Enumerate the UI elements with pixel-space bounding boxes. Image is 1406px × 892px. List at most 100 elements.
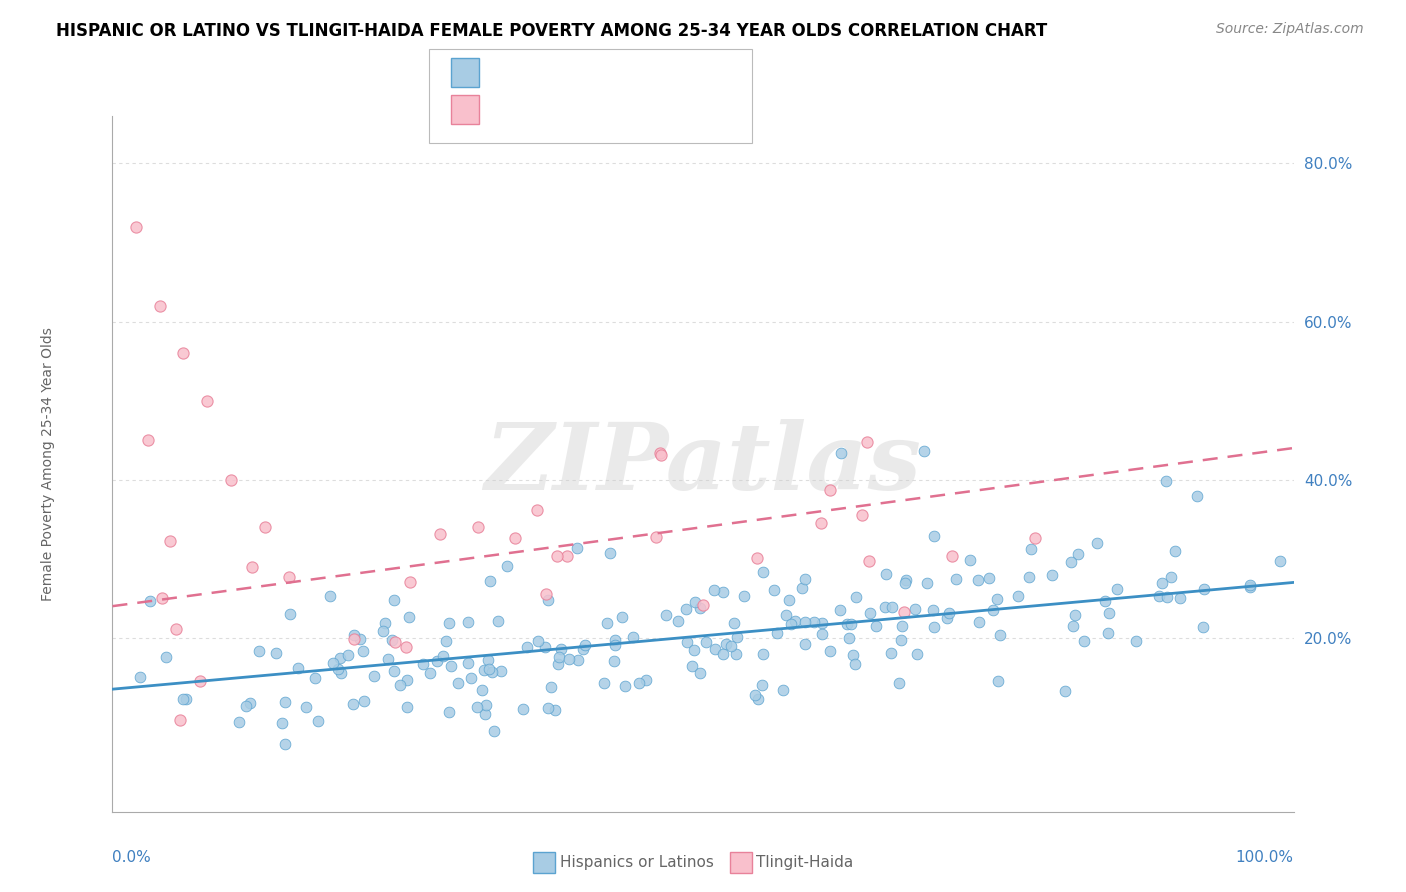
Point bbox=[752, 647, 775, 661]
Point bbox=[621, 630, 644, 644]
Point bbox=[172, 346, 194, 360]
Point bbox=[988, 628, 1011, 642]
Point bbox=[329, 666, 352, 681]
Point bbox=[129, 670, 152, 684]
Point bbox=[136, 433, 159, 447]
Point bbox=[150, 591, 173, 606]
Point bbox=[319, 589, 342, 603]
Text: R = 0.268   N =  32: R = 0.268 N = 32 bbox=[492, 101, 655, 119]
Point bbox=[353, 694, 375, 708]
Point bbox=[512, 702, 534, 716]
Point bbox=[780, 616, 803, 631]
Point bbox=[683, 643, 706, 657]
Point bbox=[689, 665, 711, 680]
Point bbox=[762, 582, 785, 597]
Point bbox=[603, 654, 626, 668]
Point bbox=[1040, 568, 1063, 582]
Point bbox=[471, 683, 494, 698]
Point bbox=[1187, 490, 1209, 504]
Point bbox=[540, 680, 562, 694]
Point bbox=[704, 642, 727, 657]
Point bbox=[880, 647, 903, 661]
Point bbox=[478, 662, 501, 676]
Point bbox=[845, 591, 868, 605]
Point bbox=[714, 637, 737, 651]
Point bbox=[977, 571, 1000, 585]
Point bbox=[475, 698, 498, 712]
Text: HISPANIC OR LATINO VS TLINGIT-HAIDA FEMALE POVERTY AMONG 25-34 YEAR OLDS CORRELA: HISPANIC OR LATINO VS TLINGIT-HAIDA FEMA… bbox=[56, 22, 1047, 40]
Point bbox=[460, 671, 482, 685]
Point bbox=[1062, 618, 1084, 632]
Point bbox=[790, 581, 813, 595]
Point bbox=[489, 665, 512, 679]
Point bbox=[692, 598, 714, 612]
Point bbox=[271, 716, 294, 731]
Point bbox=[921, 603, 943, 617]
Point bbox=[747, 550, 769, 565]
Point bbox=[195, 393, 218, 408]
Point bbox=[603, 632, 626, 647]
Point bbox=[859, 607, 882, 621]
Point bbox=[307, 714, 329, 729]
Point bbox=[981, 603, 1004, 617]
Point bbox=[1156, 474, 1178, 488]
Point bbox=[681, 659, 703, 673]
Point bbox=[287, 661, 309, 675]
Point bbox=[811, 616, 834, 631]
Point bbox=[695, 634, 717, 648]
Point bbox=[820, 483, 842, 498]
Point bbox=[747, 692, 769, 706]
Point bbox=[987, 673, 1010, 688]
Point bbox=[711, 648, 734, 662]
Point bbox=[159, 533, 181, 548]
Point bbox=[803, 615, 825, 630]
Point bbox=[343, 628, 366, 642]
Point bbox=[1239, 578, 1261, 592]
Point bbox=[1094, 594, 1116, 608]
Point bbox=[1160, 570, 1182, 584]
Point bbox=[880, 599, 903, 614]
Point bbox=[1085, 536, 1108, 550]
Text: Hispanics or Latinos: Hispanics or Latinos bbox=[560, 855, 713, 870]
Point bbox=[477, 652, 499, 666]
Point bbox=[1097, 606, 1119, 620]
Point bbox=[891, 619, 914, 633]
Point bbox=[873, 599, 896, 614]
Point bbox=[273, 695, 295, 709]
Point bbox=[1007, 590, 1029, 604]
Point bbox=[572, 641, 595, 656]
Point bbox=[794, 615, 817, 629]
Point bbox=[1163, 544, 1185, 558]
Point bbox=[1097, 625, 1119, 640]
Point bbox=[912, 443, 935, 458]
Point bbox=[537, 593, 560, 607]
Point bbox=[486, 614, 509, 628]
Point bbox=[188, 674, 211, 689]
Point bbox=[219, 473, 242, 487]
Point bbox=[733, 589, 755, 603]
Point bbox=[567, 541, 589, 555]
Point bbox=[336, 648, 359, 662]
Point bbox=[938, 606, 960, 620]
Point bbox=[389, 678, 412, 692]
Point bbox=[447, 676, 470, 690]
Point bbox=[1268, 554, 1291, 568]
Point bbox=[783, 615, 806, 629]
Point bbox=[967, 573, 990, 587]
Point bbox=[467, 520, 489, 534]
Point bbox=[363, 669, 385, 683]
Point bbox=[1067, 547, 1090, 561]
Point bbox=[1194, 582, 1216, 596]
Point bbox=[766, 625, 789, 640]
Point bbox=[655, 607, 678, 622]
Point bbox=[412, 657, 434, 672]
Point bbox=[894, 573, 917, 587]
Point bbox=[1024, 531, 1046, 545]
Point bbox=[1150, 575, 1173, 590]
Point bbox=[810, 627, 832, 641]
Point bbox=[373, 624, 395, 639]
Point bbox=[174, 692, 197, 706]
Point bbox=[342, 698, 364, 712]
Point bbox=[457, 615, 479, 629]
Point bbox=[894, 576, 917, 591]
